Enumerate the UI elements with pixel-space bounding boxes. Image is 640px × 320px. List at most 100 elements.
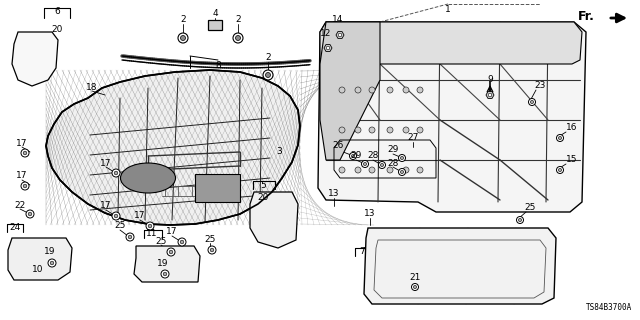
Circle shape xyxy=(48,259,56,267)
Text: 13: 13 xyxy=(364,210,376,219)
Circle shape xyxy=(369,127,375,133)
Circle shape xyxy=(236,36,241,41)
Circle shape xyxy=(518,219,522,221)
Polygon shape xyxy=(320,22,582,64)
Text: 11: 11 xyxy=(147,228,157,237)
Circle shape xyxy=(128,235,132,239)
Text: 19: 19 xyxy=(157,259,169,268)
Polygon shape xyxy=(324,44,332,52)
Circle shape xyxy=(338,33,342,37)
Circle shape xyxy=(488,93,492,97)
Circle shape xyxy=(401,156,404,160)
Text: 23: 23 xyxy=(534,82,546,91)
Circle shape xyxy=(21,182,29,190)
Circle shape xyxy=(167,248,175,256)
Text: 5: 5 xyxy=(260,180,266,189)
Circle shape xyxy=(114,171,118,175)
Circle shape xyxy=(417,127,423,133)
Circle shape xyxy=(169,250,173,254)
Text: 2: 2 xyxy=(235,15,241,25)
Bar xyxy=(195,174,240,202)
Circle shape xyxy=(559,136,561,140)
Text: 17: 17 xyxy=(100,202,112,211)
Circle shape xyxy=(146,222,154,230)
Circle shape xyxy=(529,99,536,106)
Circle shape xyxy=(178,33,188,43)
Circle shape xyxy=(339,167,345,173)
Text: 26: 26 xyxy=(332,141,344,150)
Circle shape xyxy=(351,155,355,157)
Text: 24: 24 xyxy=(10,223,20,233)
Circle shape xyxy=(28,212,32,216)
Circle shape xyxy=(112,169,120,177)
Circle shape xyxy=(208,246,216,254)
Polygon shape xyxy=(320,22,380,160)
Text: 29: 29 xyxy=(387,146,399,155)
Circle shape xyxy=(355,87,361,93)
Circle shape xyxy=(516,217,524,223)
Circle shape xyxy=(210,248,214,252)
Circle shape xyxy=(369,87,375,93)
Circle shape xyxy=(399,169,406,175)
Text: 28: 28 xyxy=(387,158,399,167)
Text: 8: 8 xyxy=(215,61,221,70)
Text: 14: 14 xyxy=(332,15,344,25)
Text: 15: 15 xyxy=(566,156,578,164)
Circle shape xyxy=(23,151,27,155)
Circle shape xyxy=(403,127,409,133)
Circle shape xyxy=(23,184,27,188)
Text: 28: 28 xyxy=(367,151,379,161)
Text: 20: 20 xyxy=(51,26,63,35)
Circle shape xyxy=(266,73,271,77)
Text: 16: 16 xyxy=(566,124,578,132)
Text: 4: 4 xyxy=(212,10,218,19)
Text: 19: 19 xyxy=(44,247,56,257)
Circle shape xyxy=(26,210,34,218)
Text: 20: 20 xyxy=(257,194,269,203)
Circle shape xyxy=(163,272,167,276)
Circle shape xyxy=(557,166,563,173)
Polygon shape xyxy=(486,92,494,99)
Circle shape xyxy=(417,87,423,93)
Text: 2: 2 xyxy=(265,53,271,62)
Text: Fr.: Fr. xyxy=(578,10,595,22)
Text: 6: 6 xyxy=(54,7,60,17)
Text: TS84B3700A: TS84B3700A xyxy=(586,303,632,312)
Text: 21: 21 xyxy=(410,274,420,283)
Circle shape xyxy=(263,70,273,80)
Circle shape xyxy=(364,163,367,165)
Circle shape xyxy=(326,46,330,50)
Circle shape xyxy=(378,162,385,169)
Ellipse shape xyxy=(120,163,175,193)
Text: 12: 12 xyxy=(320,28,332,37)
Polygon shape xyxy=(134,246,200,282)
Circle shape xyxy=(413,285,417,289)
Text: 25: 25 xyxy=(115,221,125,230)
Text: 25: 25 xyxy=(204,235,216,244)
Text: 17: 17 xyxy=(16,172,28,180)
Circle shape xyxy=(161,270,169,278)
Polygon shape xyxy=(250,192,298,248)
Circle shape xyxy=(178,238,186,246)
Circle shape xyxy=(114,214,118,218)
Circle shape xyxy=(380,164,383,167)
Circle shape xyxy=(339,87,345,93)
Circle shape xyxy=(387,167,393,173)
Circle shape xyxy=(531,100,534,104)
Circle shape xyxy=(387,87,393,93)
Circle shape xyxy=(417,167,423,173)
Text: 25: 25 xyxy=(524,204,536,212)
Circle shape xyxy=(557,134,563,141)
Polygon shape xyxy=(336,32,344,38)
Text: 10: 10 xyxy=(32,266,44,275)
Text: 29: 29 xyxy=(350,151,362,161)
Circle shape xyxy=(403,167,409,173)
Circle shape xyxy=(412,284,419,291)
Text: 17: 17 xyxy=(166,228,178,236)
Circle shape xyxy=(180,36,186,41)
Text: 27: 27 xyxy=(407,133,419,142)
Circle shape xyxy=(355,127,361,133)
Text: 3: 3 xyxy=(276,148,282,156)
Circle shape xyxy=(112,212,120,220)
Circle shape xyxy=(148,224,152,228)
